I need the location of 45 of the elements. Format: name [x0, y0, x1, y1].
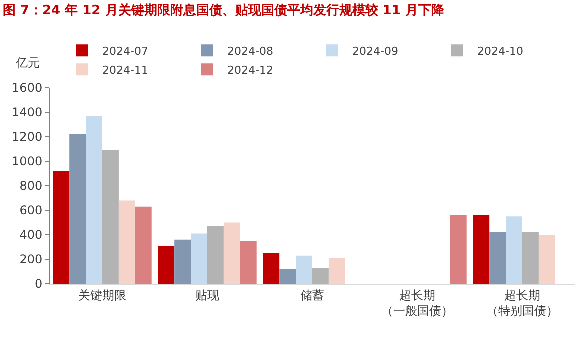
x-tick-label: 贴现 — [196, 288, 220, 302]
legend-label: 2024-07 — [102, 44, 148, 58]
y-tick-label: 1200 — [12, 130, 43, 144]
legend-label: 2024-08 — [228, 44, 274, 58]
legend-label: 2024-10 — [478, 44, 524, 58]
y-tick-label: 0 — [34, 277, 43, 292]
bar — [191, 234, 208, 284]
bar — [53, 171, 70, 284]
bar — [490, 232, 506, 284]
y-axis-title: 亿元 — [15, 56, 40, 70]
y-tick-label: 400 — [20, 228, 43, 242]
y-tick-label: 1400 — [12, 106, 43, 120]
legend-label: 2024-12 — [228, 64, 274, 77]
bar — [280, 269, 296, 284]
x-tick-label: 储蓄 — [300, 288, 324, 302]
x-tick-label: 超长期（一般国债） — [382, 288, 454, 318]
bar — [296, 256, 312, 284]
y-tick-label: 1600 — [12, 81, 43, 96]
bar — [312, 268, 329, 284]
bar — [538, 235, 556, 284]
chart-title: 图 7：24 年 12 月关键期限附息国债、贴现国债平均发行规模较 11 月下降 — [2, 2, 446, 18]
x-tick-label: 超长期（特别国债） — [486, 288, 558, 318]
bar — [70, 134, 86, 284]
bar — [135, 206, 152, 284]
bar — [450, 215, 467, 284]
legend-label: 2024-09 — [352, 44, 398, 58]
bar — [86, 116, 102, 284]
bar — [158, 246, 175, 284]
bar — [224, 222, 240, 284]
bar — [506, 216, 522, 284]
bar — [102, 150, 119, 284]
bar — [174, 240, 192, 284]
bar — [522, 232, 539, 284]
y-tick-label: 600 — [20, 204, 43, 218]
y-tick-label: 200 — [20, 252, 43, 267]
bar — [263, 253, 280, 284]
y-tick-label: 1000 — [12, 154, 43, 169]
bar — [328, 258, 346, 284]
legend-label: 2024-11 — [102, 64, 148, 77]
bar — [118, 200, 136, 284]
bar — [473, 215, 490, 284]
bar — [208, 226, 224, 284]
bar — [240, 241, 257, 284]
y-tick-label: 800 — [20, 179, 43, 194]
x-tick-label: 关键期限 — [78, 288, 126, 302]
